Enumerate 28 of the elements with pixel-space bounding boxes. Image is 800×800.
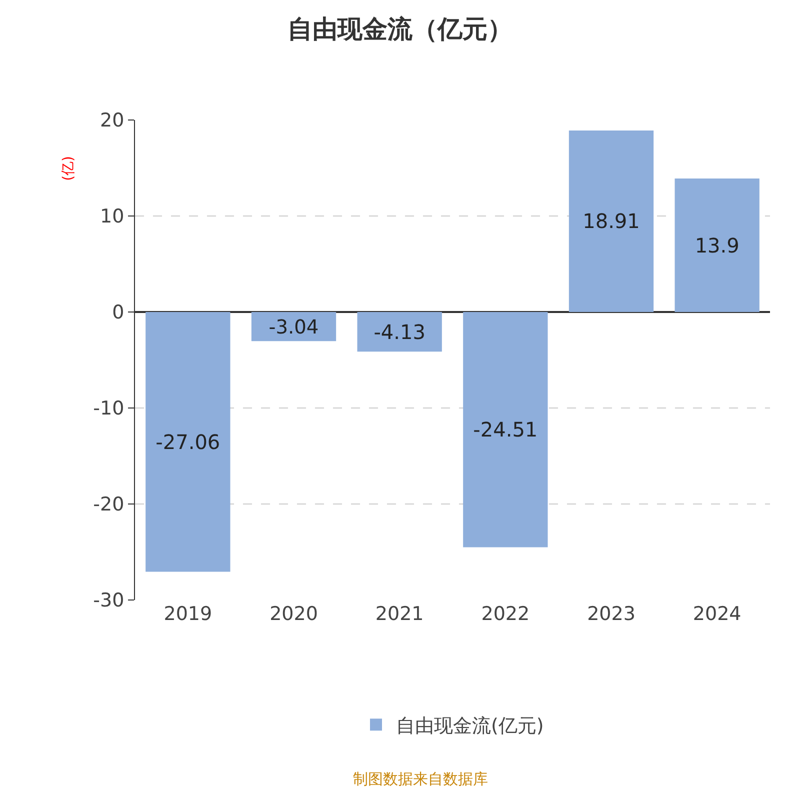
y-tick-label: -20: [93, 494, 124, 516]
y-tick-label: -30: [93, 590, 124, 612]
data-label: -4.13: [374, 320, 426, 344]
bar: [463, 312, 548, 548]
y-tick-label: 20: [100, 110, 124, 132]
x-tick-label: 2020: [270, 603, 318, 625]
x-tick-label: 2021: [375, 603, 424, 625]
data-label: -3.04: [268, 315, 319, 338]
x-tick-label: 2023: [587, 603, 636, 625]
text: 制图数据来自数据库: [353, 770, 488, 788]
y-tick-label: -10: [93, 398, 124, 420]
data-label: -27.06: [156, 430, 220, 454]
y-axis-title: (亿): [60, 156, 77, 181]
x-tick-label: 2024: [692, 603, 742, 625]
bar: [146, 312, 230, 572]
bar: [674, 178, 760, 312]
bar: [357, 312, 442, 352]
y-tick-label: 10: [100, 206, 124, 228]
data-label: 13.9: [694, 233, 740, 258]
y-tick-label: 0: [112, 302, 124, 324]
data-label: -24.51: [473, 418, 538, 442]
bar: [251, 312, 336, 342]
chart-title: 自由现金流（亿元）: [288, 14, 512, 44]
x-tick-label: 2022: [481, 603, 530, 625]
legend-label: 自由现金流(亿元): [396, 715, 544, 738]
data-label: 18.91: [582, 209, 640, 234]
bar: [568, 130, 654, 312]
x-tick-label: 2019: [164, 603, 212, 625]
